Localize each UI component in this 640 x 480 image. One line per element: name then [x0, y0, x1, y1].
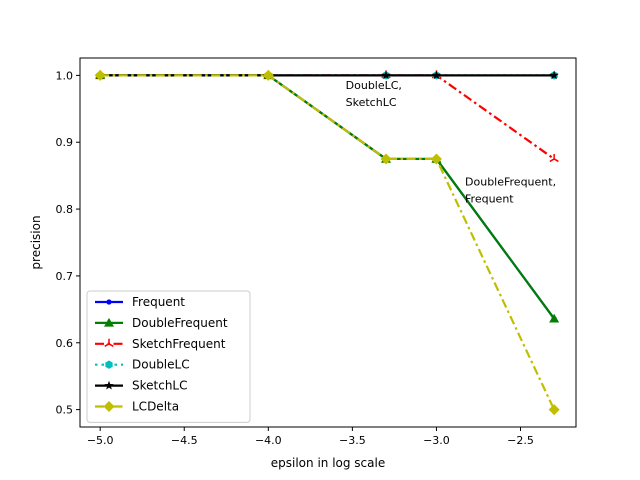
legend-label: Frequent	[132, 295, 185, 309]
lcdelta-marker	[262, 69, 274, 81]
y-tick-label: 0.7	[56, 270, 74, 283]
legend-lcdelta-marker	[103, 401, 115, 412]
lcdelta-marker	[94, 69, 106, 81]
legend-box	[86, 290, 251, 423]
annotation-text: DoubleFrequent,	[465, 176, 556, 189]
y-axis-ticks: 0.5 0.6 0.7 0.8 0.9 1.0	[56, 69, 80, 417]
x-tick-label: −5.0	[87, 434, 114, 447]
x-axis-ticks: −5.0 −4.5 −4.0 −3.5 −3.0 −2.5	[87, 427, 534, 447]
series-layer	[94, 69, 560, 416]
x-tick-label: −4.5	[171, 434, 198, 447]
legend-label: SketchLC	[132, 379, 188, 393]
x-tick-label: −3.5	[339, 434, 366, 447]
legend-entry-sketchfrequent: SketchFrequent	[95, 337, 226, 351]
legend-frequent-marker	[106, 299, 112, 305]
doublefrequent-marker	[549, 313, 560, 323]
legend: Frequent DoubleFrequent SketchFrequent Doub…	[86, 290, 251, 423]
axes-frame	[79, 57, 577, 428]
x-tick-label: −2.5	[507, 434, 534, 447]
legend-label: SketchFrequent	[132, 337, 226, 351]
y-tick-label: 0.9	[56, 136, 74, 149]
legend-entry-lcdelta: LCDelta	[95, 400, 179, 414]
x-axis-label: epsilon in log scale	[271, 456, 385, 470]
lcdelta-marker	[430, 153, 442, 165]
legend-doublefrequent-marker	[104, 317, 114, 327]
y-tick-label: 1.0	[56, 69, 74, 82]
legend-label: DoubleLC	[132, 358, 190, 372]
legend-entry-doublefrequent: DoubleFrequent	[95, 316, 228, 330]
legend-doublelc-marker	[105, 360, 113, 369]
lcdelta-marker	[380, 153, 392, 165]
y-axis-label: precision	[29, 215, 43, 269]
x-tick-label: −3.0	[423, 434, 450, 447]
annotation-text: DoubleLC,	[346, 79, 402, 92]
y-tick-label: 0.6	[56, 337, 74, 350]
series-line-lcdelta	[100, 74, 556, 411]
x-tick-label: −4.0	[255, 434, 282, 447]
legend-sketchlc-marker	[104, 380, 114, 390]
annotation-text: Frequent	[465, 193, 514, 206]
legend-label: LCDelta	[132, 400, 179, 414]
legend-entry-sketchlc: SketchLC	[95, 379, 188, 393]
lcdelta-marker	[548, 404, 560, 416]
annotation-text: SketchLC	[346, 96, 397, 109]
legend-entry-doublelc: DoubleLC	[95, 358, 190, 372]
sketchlc-marker	[431, 70, 442, 80]
annotation-layer: DoubleLC, SketchLC DoubleFrequent, Frequent	[346, 79, 556, 206]
legend-label: DoubleFrequent	[132, 316, 228, 330]
sketchlc-marker	[549, 70, 559, 80]
y-tick-label: 0.5	[56, 404, 74, 417]
legend-entry-frequent: Frequent	[95, 295, 185, 309]
legend-sketchfrequent-marker	[104, 338, 114, 347]
sketchlc-marker	[381, 70, 391, 80]
y-tick-label: 0.8	[56, 203, 74, 216]
sketchfrequent-marker	[549, 153, 559, 163]
series-lcdelta	[94, 69, 560, 416]
